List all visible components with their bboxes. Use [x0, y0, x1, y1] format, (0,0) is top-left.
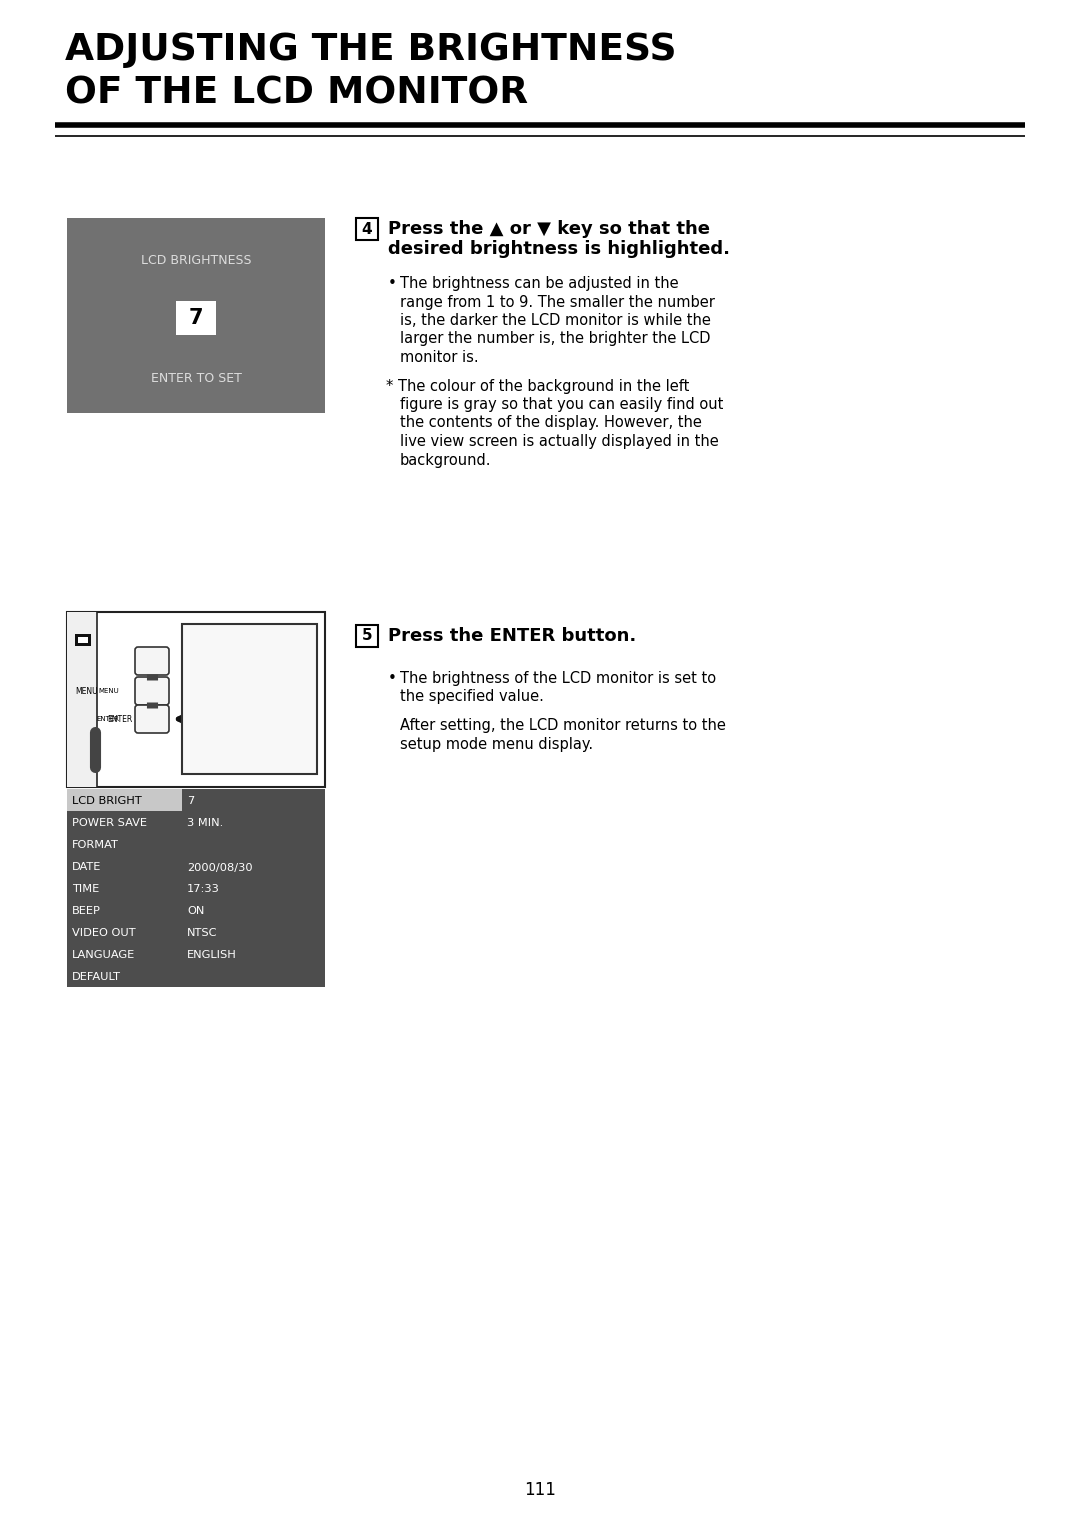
FancyBboxPatch shape — [135, 705, 168, 732]
Text: •: • — [388, 276, 396, 291]
Text: 7: 7 — [189, 308, 203, 328]
Text: ENTER: ENTER — [108, 714, 133, 723]
Text: DEFAULT: DEFAULT — [72, 972, 121, 983]
Text: 5: 5 — [362, 629, 373, 644]
Text: range from 1 to 9. The smaller the number: range from 1 to 9. The smaller the numbe… — [400, 295, 715, 310]
FancyBboxPatch shape — [135, 678, 168, 705]
Text: Press the ▲ or ▼ key so that the: Press the ▲ or ▼ key so that the — [388, 220, 710, 238]
Text: ENTER: ENTER — [96, 716, 119, 722]
Bar — [67, 218, 325, 414]
Bar — [75, 633, 91, 645]
Text: 111: 111 — [524, 1482, 556, 1499]
Text: OF THE LCD MONITOR: OF THE LCD MONITOR — [65, 75, 528, 111]
Text: is, the darker the LCD monitor is while the: is, the darker the LCD monitor is while … — [400, 313, 711, 328]
Text: ON: ON — [187, 906, 204, 917]
Text: live view screen is actually displayed in the: live view screen is actually displayed i… — [400, 433, 719, 449]
Text: NTSC: NTSC — [187, 928, 217, 938]
Text: The brightness can be adjusted in the: The brightness can be adjusted in the — [400, 276, 678, 291]
Text: LCD BRIGHT: LCD BRIGHT — [72, 797, 141, 807]
Text: the contents of the display. However, the: the contents of the display. However, th… — [400, 415, 702, 430]
Bar — [67, 612, 97, 787]
Text: figure is gray so that you can easily find out: figure is gray so that you can easily fi… — [400, 397, 724, 412]
Text: DATE: DATE — [72, 862, 102, 873]
Text: LCD BRIGHTNESS: LCD BRIGHTNESS — [140, 253, 252, 267]
Bar — [67, 789, 325, 987]
Text: FORMAT: FORMAT — [72, 841, 119, 850]
Bar — [176, 301, 216, 336]
Text: setup mode menu display.: setup mode menu display. — [400, 737, 593, 751]
Text: Press the ENTER button.: Press the ENTER button. — [388, 627, 636, 645]
FancyBboxPatch shape — [135, 647, 168, 674]
Text: The brightness of the LCD monitor is set to: The brightness of the LCD monitor is set… — [400, 671, 716, 687]
Bar — [183, 624, 318, 774]
Bar — [78, 636, 87, 642]
Bar — [67, 789, 183, 810]
Text: ADJUSTING THE BRIGHTNESS: ADJUSTING THE BRIGHTNESS — [65, 32, 677, 69]
Text: 7: 7 — [187, 797, 194, 807]
Text: LANGUAGE: LANGUAGE — [72, 951, 135, 960]
Bar — [356, 218, 378, 240]
Text: VIDEO OUT: VIDEO OUT — [72, 928, 136, 938]
Text: monitor is.: monitor is. — [400, 349, 478, 365]
Text: POWER SAVE: POWER SAVE — [72, 818, 147, 829]
Text: * The colour of the background in the left: * The colour of the background in the le… — [386, 378, 689, 394]
Text: ENTER TO SET: ENTER TO SET — [150, 371, 242, 385]
Bar — [356, 626, 378, 647]
Text: •: • — [388, 671, 396, 687]
Text: 4: 4 — [362, 221, 373, 237]
Text: 17:33: 17:33 — [187, 885, 220, 894]
Text: the specified value.: the specified value. — [400, 690, 544, 705]
Text: After setting, the LCD monitor returns to the: After setting, the LCD monitor returns t… — [400, 719, 726, 732]
Text: 3 MIN.: 3 MIN. — [187, 818, 224, 829]
Bar — [67, 612, 325, 787]
Text: MENU: MENU — [98, 688, 119, 694]
Text: ENGLISH: ENGLISH — [187, 951, 237, 960]
Text: MENU: MENU — [76, 688, 98, 696]
Text: 2000/08/30: 2000/08/30 — [187, 862, 253, 873]
Text: TIME: TIME — [72, 885, 99, 894]
Text: larger the number is, the brighter the LCD: larger the number is, the brighter the L… — [400, 331, 711, 346]
Text: BEEP: BEEP — [72, 906, 100, 917]
FancyArrowPatch shape — [178, 714, 265, 723]
Text: desired brightness is highlighted.: desired brightness is highlighted. — [388, 240, 730, 258]
Text: background.: background. — [400, 453, 491, 467]
